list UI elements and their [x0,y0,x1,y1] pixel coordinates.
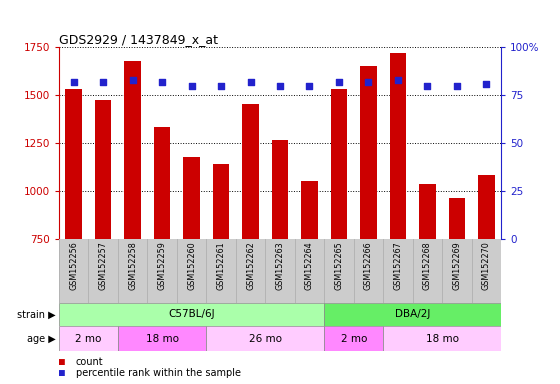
Bar [419,184,436,239]
Bar [154,127,170,239]
Bar [324,303,501,326]
Text: GSM152269: GSM152269 [452,241,461,290]
Point [69,79,78,85]
Text: ■: ■ [59,368,64,379]
Text: strain ▶: strain ▶ [17,310,56,319]
Bar [59,303,324,326]
Bar [478,175,494,239]
Text: count: count [76,357,103,367]
Bar [95,100,111,239]
Text: C57BL/6J: C57BL/6J [168,310,215,319]
Text: 18 mo: 18 mo [146,334,179,344]
Text: GSM152265: GSM152265 [334,241,343,290]
Text: 18 mo: 18 mo [426,334,459,344]
Text: 2 mo: 2 mo [340,334,367,344]
Point [157,79,166,85]
Text: GSM152257: GSM152257 [99,241,108,290]
Text: 26 mo: 26 mo [249,334,282,344]
Bar [272,140,288,239]
Text: GSM152260: GSM152260 [187,241,196,290]
Bar [331,89,347,239]
Text: GSM152256: GSM152256 [69,241,78,290]
Bar [184,157,199,239]
Point [99,79,108,85]
Point [364,79,373,85]
Text: GSM152267: GSM152267 [394,241,403,290]
Point [334,79,343,85]
Text: DBA/2J: DBA/2J [395,310,431,319]
Text: GSM152261: GSM152261 [217,241,226,290]
Bar [449,198,465,239]
Bar [213,164,229,239]
Point [217,83,226,89]
Point [305,83,314,89]
Bar [206,326,324,351]
Text: GDS2929 / 1437849_x_at: GDS2929 / 1437849_x_at [59,33,218,46]
Text: GSM152258: GSM152258 [128,241,137,290]
Text: GSM152268: GSM152268 [423,241,432,290]
Text: GSM152262: GSM152262 [246,241,255,290]
Point [394,77,403,83]
Text: age ▶: age ▶ [27,334,56,344]
Text: 2 mo: 2 mo [75,334,101,344]
Point [423,83,432,89]
Point [128,77,137,83]
Point [246,79,255,85]
Point [482,81,491,87]
Text: GSM152263: GSM152263 [276,241,284,290]
Point [452,83,461,89]
Text: GSM152259: GSM152259 [157,241,166,290]
Bar [390,53,406,239]
Point [187,83,196,89]
Bar [301,181,318,239]
Text: GSM152270: GSM152270 [482,241,491,290]
Text: GSM152266: GSM152266 [364,241,373,290]
Text: percentile rank within the sample: percentile rank within the sample [76,368,241,379]
Bar [242,104,259,239]
Bar [59,326,118,351]
Bar [361,66,376,239]
Bar [383,326,501,351]
Bar [66,88,82,239]
Text: ■: ■ [59,357,64,367]
Bar [118,326,206,351]
Bar [124,61,141,239]
Bar [324,326,383,351]
Point [276,83,284,89]
Text: GSM152264: GSM152264 [305,241,314,290]
